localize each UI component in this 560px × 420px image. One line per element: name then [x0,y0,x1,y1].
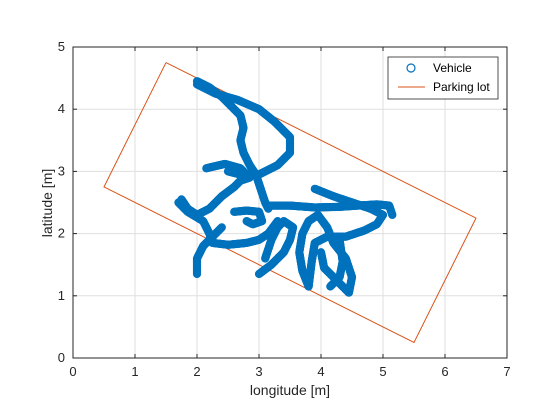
vehicle-point [242,217,251,226]
y-tick-label: 2 [58,226,65,241]
data-series [103,62,477,344]
x-tick-label: 0 [69,364,76,379]
x-tick-label: 5 [379,364,386,379]
legend-box [387,56,499,100]
vehicle-point [326,282,335,291]
y-tick-label: 3 [58,163,65,178]
vehicle-point [261,254,270,263]
y-axis-label: latitude [m] [39,169,55,237]
y-tick-label: 5 [58,39,65,54]
parking-lot-outline [103,62,477,344]
y-tick-label: 4 [58,101,65,116]
axis-ticks: 0 1 2 3 4 5 6 7 0 1 2 3 4 5 [58,39,511,379]
legend-parking-label: Parking lot [433,80,490,94]
legend-vehicle-marker [406,63,416,73]
x-tick-label: 4 [317,364,324,379]
x-tick-label: 1 [131,364,138,379]
vehicle-point [217,223,226,232]
vehicle-point [316,248,326,257]
y-tick-label: 0 [58,350,65,365]
y-tick-label: 1 [58,288,65,303]
x-tick-label: 6 [441,364,448,379]
x-tick-label: 3 [255,364,262,379]
x-axis-label: longitude [m] [250,382,330,398]
axes-box [72,46,508,359]
legend: Vehicle Parking lot [387,56,499,100]
legend-vehicle-label: Vehicle [433,61,472,75]
x-tick-label: 7 [503,364,510,379]
x-tick-label: 2 [193,364,200,379]
vehicle-point [388,210,397,220]
